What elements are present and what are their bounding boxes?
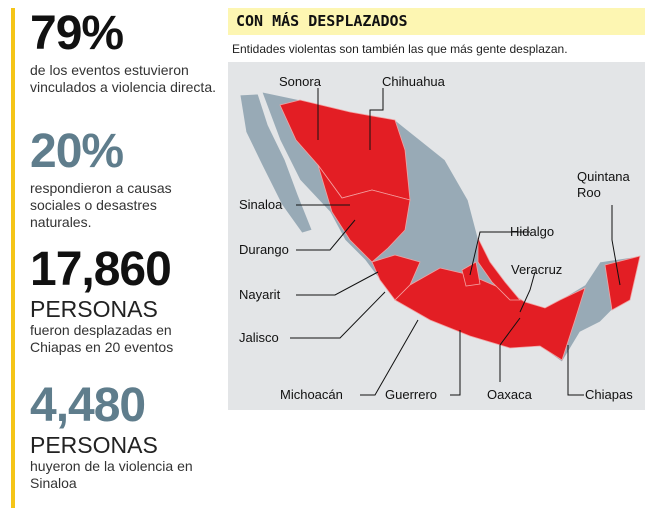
stat-number: 79% [30, 7, 124, 60]
state-label: Hidalgo [510, 224, 555, 239]
stat: 17,860 PERSONAS fueron desplazadas en Ch… [30, 246, 220, 356]
state-label: Michoacán [280, 387, 343, 402]
map-subtitle: Entidades violentas son también las que … [232, 42, 568, 56]
stat: 20% respondieron a causas sociales o des… [30, 128, 220, 231]
stat-description: de los eventos estuvieron vinculados a v… [30, 62, 216, 95]
stat: 4,480 PERSONAS huyeron de la violencia e… [30, 382, 220, 492]
highlighted-states [279, 99, 641, 361]
stat-number: 17,860 [30, 243, 172, 296]
accent-bar [11, 8, 15, 508]
state-label: Sinaloa [239, 197, 283, 212]
map-title: CON MÁS DESPLAZADOS [228, 8, 645, 35]
stat-unit: PERSONAS [30, 432, 158, 458]
stat-number: 4,480 [30, 379, 146, 432]
stat-description: respondieron a causas sociales o desastr… [30, 180, 172, 230]
state-label: Jalisco [239, 330, 279, 345]
stat: 79% de los eventos estuvieron vinculados… [30, 10, 220, 96]
state-label: Guerrero [385, 387, 438, 402]
stat-unit: PERSONAS [30, 296, 158, 322]
state-label: Sonora [279, 74, 321, 89]
state-label: Oaxaca [487, 387, 532, 402]
stat-description: huyeron de la violencia en Sinaloa [30, 458, 193, 491]
stat-description: fueron desplazadas en Chiapas en 20 even… [30, 322, 174, 355]
state-label: Chihuahua [382, 74, 445, 89]
leader-lines [290, 88, 621, 396]
stat-number: 20% [30, 125, 124, 178]
state-label: Durango [239, 242, 289, 257]
state-label: Quintana Roo [577, 169, 630, 200]
state-label: Veracruz [511, 262, 563, 277]
state-label: Nayarit [239, 287, 281, 302]
state-label: Chiapas [585, 387, 633, 402]
map [228, 62, 645, 410]
